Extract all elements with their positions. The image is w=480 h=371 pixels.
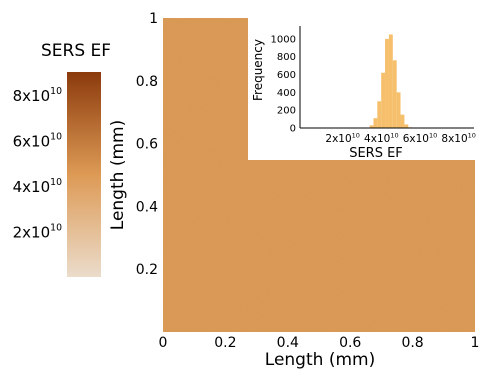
- histogram-y-tick-label: 800: [277, 52, 296, 63]
- histogram-bar: [373, 118, 378, 128]
- heatmap-x-tick-label: 0: [159, 335, 168, 351]
- histogram-bar: [369, 125, 374, 128]
- heatmap-y-tick-labels: 0.2 0.4 0.6 0.8 1: [136, 11, 158, 278]
- heatmap-y-tick-label: 0.8: [136, 74, 158, 90]
- histogram-y-tick-label: 400: [277, 88, 296, 99]
- heatmap-x-axis-label: Length (mm): [265, 350, 375, 370]
- histogram-y-tick-labels: 0 200 400 600 800 1000: [271, 34, 296, 134]
- histogram-x-axis-label: SERS EF: [349, 146, 403, 161]
- histogram-bars: [365, 34, 413, 129]
- heatmap-y-axis-label: Length (mm): [108, 120, 128, 230]
- colorbar-tick-label: 2x1010: [13, 223, 62, 242]
- histogram-y-tick-label: 1000: [271, 34, 296, 45]
- colorbar-gradient: [67, 72, 101, 277]
- heatmap-y-tick-label: 0.4: [136, 199, 158, 215]
- heatmap-x-tick-labels: 0 0.2 0.4 0.6 0.8 1: [159, 335, 480, 351]
- histogram-bar: [388, 34, 393, 128]
- heatmap-x-tick-label: 0.2: [214, 335, 236, 351]
- colorbar-tick-label: 8x1010: [13, 86, 62, 105]
- colorbar-tick-label: 4x1010: [13, 177, 62, 196]
- histogram-x-tick-label: 2x1010: [325, 131, 360, 145]
- histogram-x-tick-label: 6x1010: [403, 131, 438, 145]
- histogram-y-axis-label: Frequency: [251, 39, 265, 101]
- histogram-inset-background: [248, 18, 475, 160]
- histogram-bar: [385, 38, 389, 129]
- histogram-bar: [381, 72, 386, 128]
- heatmap-y-tick-label: 0.2: [136, 262, 158, 278]
- histogram-bar: [404, 124, 409, 128]
- histogram-x-tick-labels: 2x1010 4x1010 6x1010 8x1010: [325, 131, 476, 145]
- histogram-bar: [400, 114, 405, 128]
- heatmap-x-tick-label: 0.8: [401, 335, 423, 351]
- histogram-y-tick-label: 200: [277, 106, 296, 117]
- heatmap-y-tick-label: 1: [149, 11, 158, 27]
- histogram-bar: [392, 60, 397, 128]
- histogram-bar: [377, 101, 382, 128]
- histogram-x-tick-label: 4x1010: [364, 131, 399, 145]
- histogram-y-tick-label: 0: [290, 124, 296, 135]
- histogram-bar: [396, 92, 401, 128]
- heatmap-x-tick-label: 1: [471, 335, 480, 351]
- colorbar-title: SERS EF: [41, 41, 111, 61]
- histogram-y-tick-label: 600: [277, 70, 296, 81]
- heatmap-x-tick-label: 0.4: [277, 335, 299, 351]
- heatmap-x-tick-label: 0.6: [339, 335, 361, 351]
- colorbar-tick-label: 6x1010: [13, 132, 62, 151]
- colorbar-tick-labels: 8x1010 6x1010 4x1010 2x1010: [13, 86, 62, 241]
- heatmap-y-tick-label: 0.6: [136, 137, 158, 153]
- histogram-x-tick-label: 8x1010: [441, 131, 476, 145]
